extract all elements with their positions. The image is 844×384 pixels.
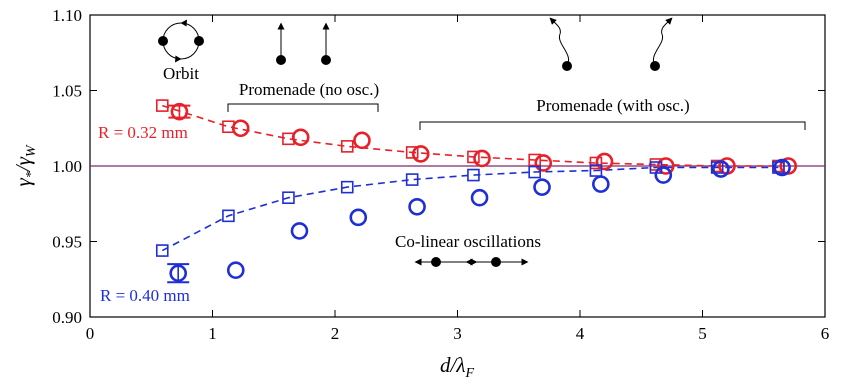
series-0-point-7 [589, 156, 603, 170]
series-1-point-0 [170, 102, 189, 121]
colinear-label: Co-linear oscillations [395, 232, 541, 251]
series-0-point-4 [405, 146, 419, 159]
series-3-point-4 [408, 197, 426, 216]
series-2-point-3 [340, 180, 354, 194]
series-2-point-2 [282, 191, 295, 205]
series-1-point-8 [656, 157, 675, 175]
series-0-point-5 [467, 150, 480, 164]
promenade-with-osc-schematic-icon [549, 17, 673, 71]
colinear-schematic-icon [414, 257, 529, 267]
series-2-point-4 [405, 173, 419, 186]
orbit-label: Orbit [163, 64, 199, 83]
promenade-no-osc-bracket [227, 103, 379, 112]
x-tick-label-2: 2 [331, 324, 340, 343]
series-3-point-1 [226, 261, 245, 279]
series-2-point-7 [589, 164, 603, 177]
blue-series-label: R = 0.40 mm [100, 286, 190, 305]
y-tick-label-2: 1.00 [52, 157, 82, 176]
x-tick-label-0: 0 [86, 324, 95, 343]
series-1-point-3 [353, 131, 371, 150]
series-1-point-4 [411, 145, 430, 163]
series-3-point-7 [592, 175, 610, 193]
series-3-point-5 [470, 188, 489, 207]
series-3-point-10 [773, 158, 791, 177]
y-tick-label-1: 0.95 [52, 233, 82, 252]
x-tick-label-5: 5 [698, 324, 707, 343]
series-3-point-3 [349, 208, 368, 227]
series-lines [161, 104, 779, 252]
y-tick-label-4: 1.10 [52, 6, 82, 25]
promenade-no-osc-schematic-icon [276, 22, 331, 65]
series-2-point-0 [155, 244, 169, 257]
series-0-point-3 [340, 140, 354, 153]
series-3-point-6 [533, 178, 551, 196]
series-1-point-6 [534, 154, 553, 172]
y-tick-label-3: 1.05 [52, 82, 82, 101]
series-2-point-5 [467, 168, 480, 182]
x-tick-label-1: 1 [208, 324, 217, 343]
series-2-point-1 [222, 209, 235, 223]
red-series-label: R = 0.32 mm [98, 123, 188, 142]
series-0-point-0 [155, 99, 169, 112]
axis-ticks: 0 1 2 3 4 5 6 0.90 0.95 1.00 1.05 1.10 [52, 6, 829, 343]
y-axis-label: γ*/γW [11, 144, 39, 186]
promenade-no-osc-label: Promenade (no osc.) [239, 80, 379, 99]
series-1-point-1 [231, 119, 250, 138]
x-tick-label-3: 3 [453, 324, 462, 343]
series-1-point-2 [291, 128, 310, 147]
x-tick-label-6: 6 [821, 324, 830, 343]
series-1-point-5 [473, 149, 491, 168]
series-3-point-9 [712, 160, 730, 178]
promenade-with-osc-label: Promenade (with osc.) [536, 96, 689, 115]
series-markers [155, 99, 798, 284]
x-tick-label-4: 4 [576, 324, 585, 343]
y-tick-label-0: 0.90 [52, 308, 82, 327]
series-0-point-6 [528, 153, 541, 167]
series-3-point-2 [290, 222, 309, 240]
promenade-with-osc-bracket [419, 121, 806, 130]
series-2-point-6 [528, 165, 541, 179]
series-1-point-7 [595, 152, 614, 171]
orbit-schematic-icon [158, 19, 204, 63]
series-3-point-8 [654, 166, 673, 184]
x-axis-label: d/λF [440, 353, 474, 381]
